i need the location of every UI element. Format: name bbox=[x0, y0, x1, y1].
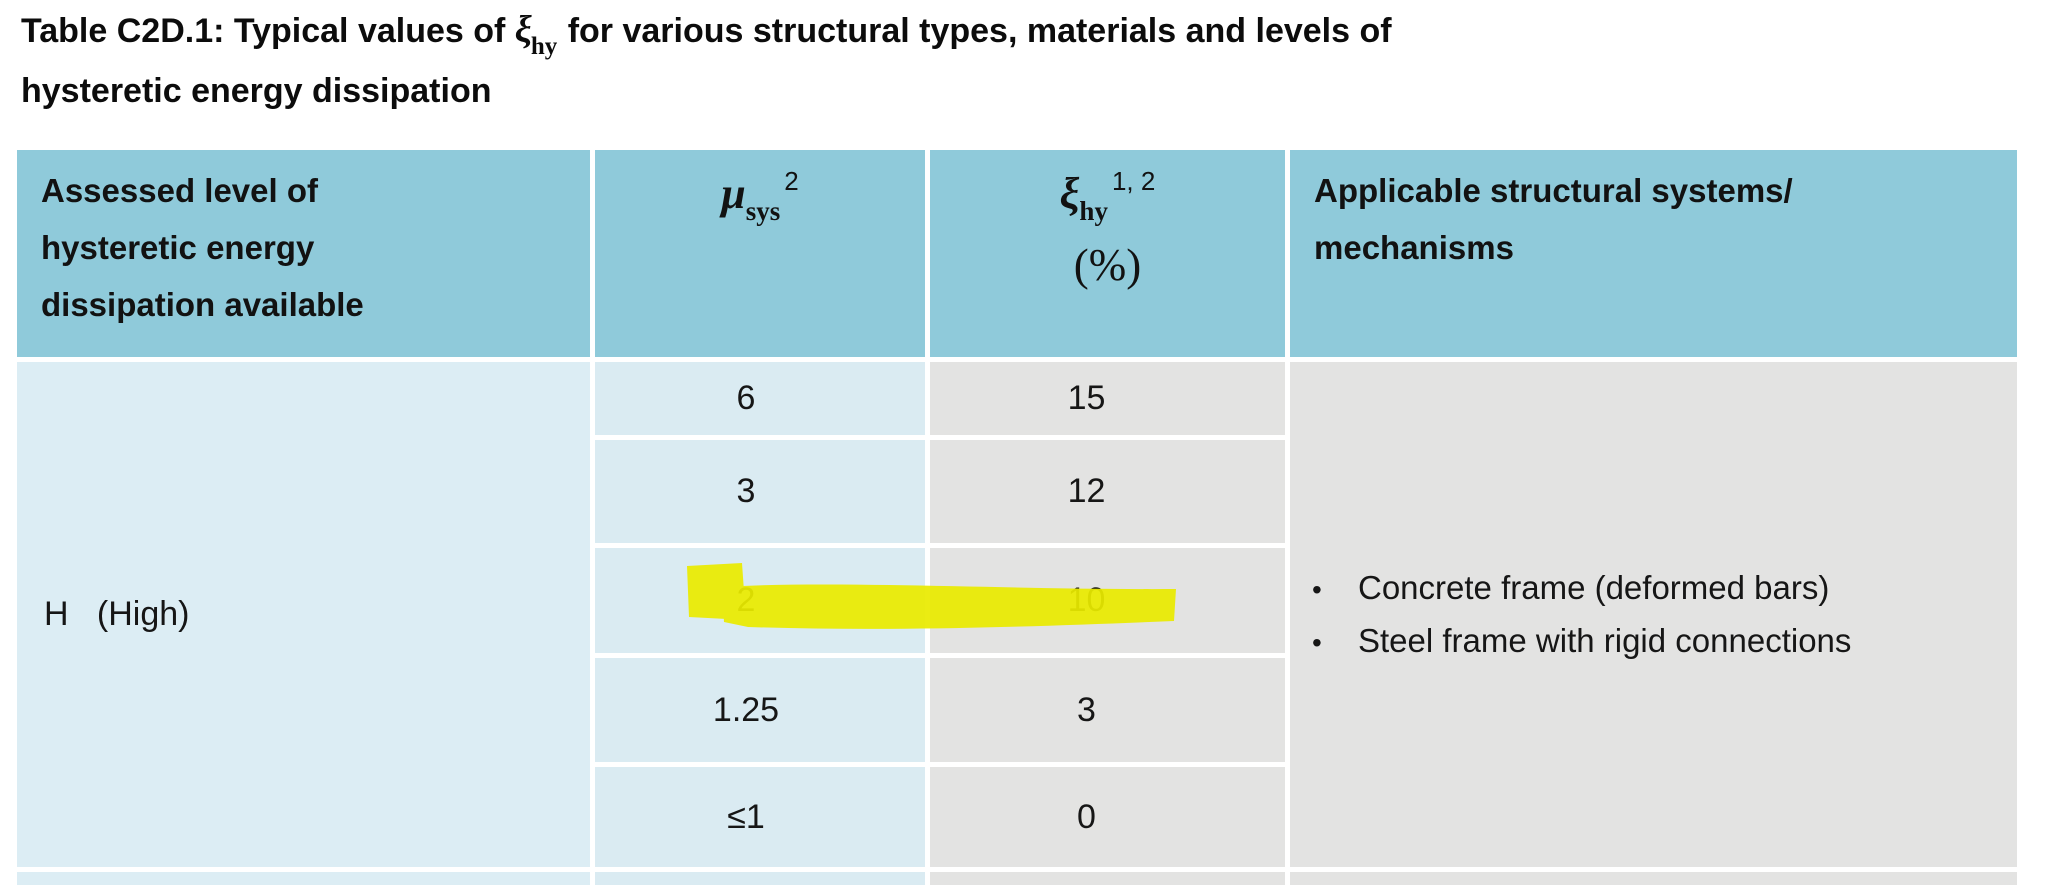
row-label-high: H (High) bbox=[17, 362, 590, 867]
applicable-item: • Steel frame with rigid connections bbox=[1312, 622, 2017, 660]
applicable-item-text: Concrete frame (deformed bars) bbox=[1358, 569, 1830, 606]
xi-value-cell: 12 bbox=[930, 440, 1285, 543]
partial-cell bbox=[595, 872, 925, 885]
xi-symbol: ξ bbox=[1059, 169, 1080, 218]
table-row: H (High) 6 15 • Concrete frame (deformed… bbox=[17, 362, 2017, 867]
xi-superscript: 1, 2 bbox=[1111, 166, 1156, 196]
xi-value-cell: 15 bbox=[930, 362, 1285, 435]
applicable-item: • Concrete frame (deformed bars) bbox=[1312, 569, 2017, 607]
percent-unit: (%) bbox=[1073, 240, 1142, 290]
table-row: ≤1 0 bbox=[17, 767, 2017, 867]
header-row: Assessed level of hysteretic energy diss… bbox=[17, 150, 2017, 357]
values-table: Assessed level of hysteretic energy diss… bbox=[12, 145, 2022, 885]
header-line: Applicable structural systems/ bbox=[1314, 172, 1793, 209]
partial-cell bbox=[17, 872, 590, 885]
mu-subscript: sys bbox=[745, 196, 781, 226]
bullet-icon: • bbox=[1312, 627, 1322, 658]
header-line: dissipation available bbox=[41, 286, 364, 323]
partial-cell bbox=[930, 872, 1285, 885]
header-applicable-systems: Applicable structural systems/ mechanism… bbox=[1290, 150, 2017, 357]
mu-sys-symbol: μsys2 bbox=[721, 166, 799, 226]
table-title: Table C2D.1: Typical values of ξhy for v… bbox=[21, 2, 2011, 120]
header-mu-sys: μsys2 bbox=[595, 150, 925, 357]
title-line2: hysteretic energy dissipation bbox=[21, 72, 492, 110]
mu-value-cell: 1.25 bbox=[595, 658, 925, 762]
xi-value-cell: 3 bbox=[930, 658, 1285, 762]
table-row: 3 12 bbox=[17, 440, 2017, 543]
header-line: Assessed level of bbox=[41, 172, 318, 209]
header-line: mechanisms bbox=[1314, 229, 1514, 266]
mu-value-cell: 2 bbox=[595, 548, 925, 653]
mu-value-cell: 6 bbox=[595, 362, 925, 435]
next-section-row-partial bbox=[17, 872, 2017, 885]
xi-symbol: ξ bbox=[514, 9, 532, 51]
applicable-item-text: Steel frame with rigid connections bbox=[1358, 622, 1852, 659]
xi-value-cell: 0 bbox=[930, 767, 1285, 867]
bullet-icon: • bbox=[1312, 574, 1322, 605]
mu-value-cell: ≤1 bbox=[595, 767, 925, 867]
table-row: 1.25 3 bbox=[17, 658, 2017, 762]
applicable-systems-cell: • Concrete frame (deformed bars) • Steel… bbox=[1290, 362, 2017, 867]
title-prefix: Table C2D.1: Typical values of bbox=[21, 12, 515, 50]
mu-value-cell: 3 bbox=[595, 440, 925, 543]
xi-value-cell: 10 bbox=[930, 548, 1285, 653]
xi-subscript: hy bbox=[1079, 196, 1108, 226]
xi-hy-symbol: ξhy1, 2 bbox=[1059, 166, 1156, 226]
xi-subscript: hy bbox=[530, 33, 558, 60]
partial-cell bbox=[1290, 872, 2017, 885]
title-suffix: for various structural types, materials … bbox=[558, 12, 1392, 50]
header-xi-hy: ξhy1, 2 (%) bbox=[930, 150, 1285, 357]
header-assessed-level: Assessed level of hysteretic energy diss… bbox=[17, 150, 590, 357]
header-line: hysteretic energy bbox=[41, 229, 315, 266]
mu-superscript: 2 bbox=[784, 166, 799, 196]
mu-symbol: μ bbox=[721, 169, 746, 218]
